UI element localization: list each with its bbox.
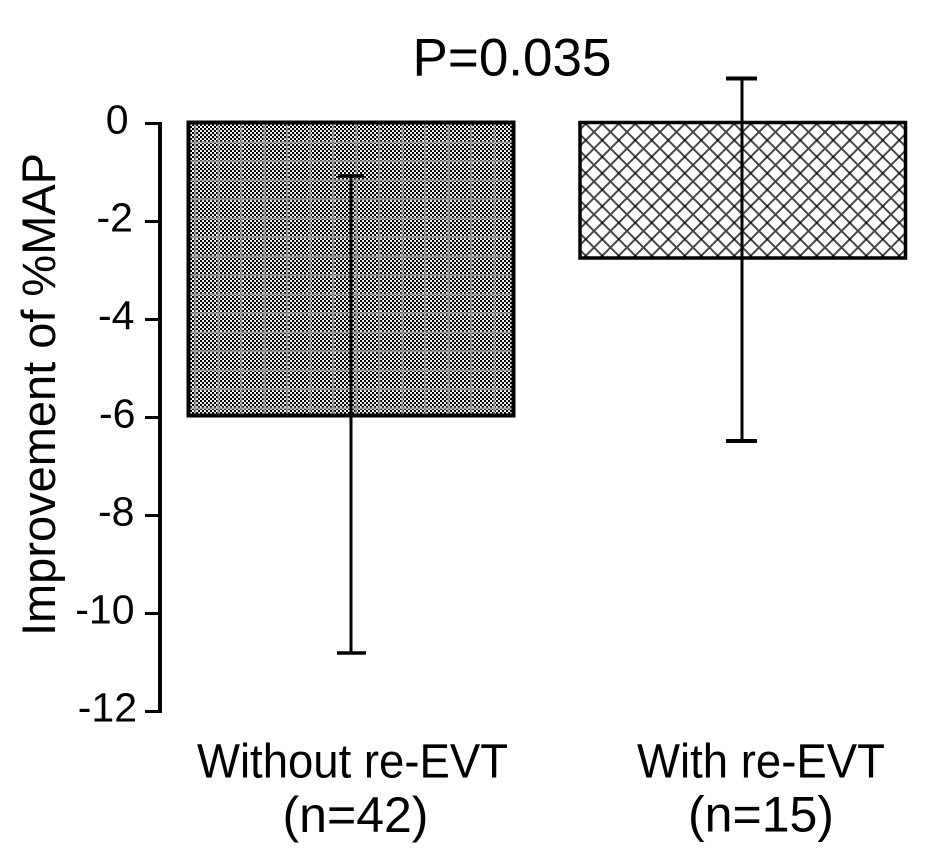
svg-text:0: 0 [106, 97, 129, 143]
svg-text:-12: -12 [78, 685, 137, 731]
svg-text:With re-EVT: With re-EVT [637, 736, 885, 789]
svg-text:(n=42): (n=42) [283, 787, 429, 843]
svg-text:-4: -4 [98, 293, 134, 339]
svg-text:-8: -8 [98, 489, 134, 535]
svg-text:(n=15): (n=15) [688, 787, 834, 843]
svg-text:P=0.035: P=0.035 [413, 29, 612, 88]
svg-text:-6: -6 [99, 391, 135, 437]
svg-text:Without re-EVT: Without re-EVT [197, 736, 508, 789]
svg-text:-2: -2 [97, 195, 133, 241]
svg-text:-10: -10 [75, 587, 134, 633]
svg-text:Improvement of %MAP: Improvement of %MAP [12, 153, 65, 636]
